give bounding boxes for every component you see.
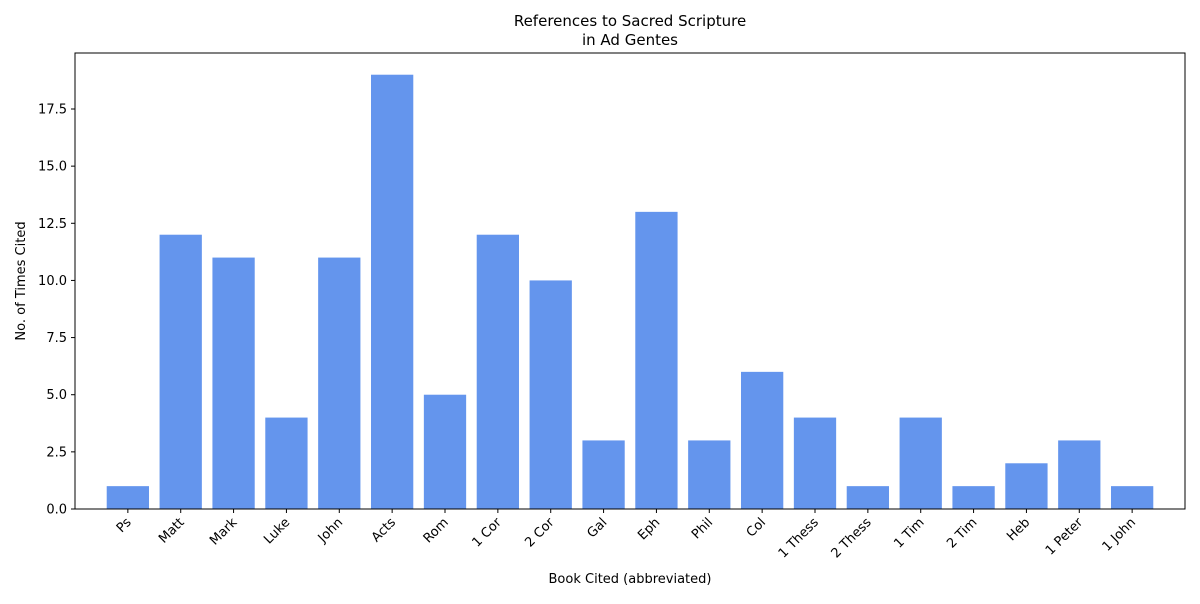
bar-gal	[582, 440, 625, 509]
x-tick-label: 2 Thess	[829, 515, 875, 561]
x-tick-label: 1 Tim	[891, 515, 927, 551]
bar-1-cor	[476, 234, 519, 509]
y-tick-label: 2.5	[46, 445, 67, 460]
y-tick-label: 12.5	[38, 217, 67, 232]
x-tick-label: 1 Cor	[469, 515, 505, 551]
bar-phil	[688, 440, 731, 509]
bar-acts	[371, 74, 414, 509]
chart-title-line2: in Ad Gentes	[582, 31, 678, 49]
y-axis-label: No. of Times Cited	[14, 221, 29, 340]
bar-heb	[1005, 463, 1048, 509]
x-tick-label: 2 Tim	[944, 515, 980, 551]
bar-rom	[423, 394, 467, 509]
x-tick-label: Phil	[689, 515, 716, 542]
x-tick-label: 1 Peter	[1043, 515, 1087, 559]
x-tick-label: Ps	[114, 515, 135, 536]
bar-ps	[106, 486, 149, 509]
x-tick-label: Heb	[1004, 515, 1033, 544]
bar-luke	[265, 417, 308, 509]
x-tick-label: Col	[744, 515, 769, 540]
y-tick-label: 10.0	[38, 274, 67, 289]
x-tick-label: Luke	[261, 515, 293, 547]
bar-1-tim	[899, 417, 942, 509]
plot-frame	[74, 52, 1186, 510]
y-tick-label: 7.5	[46, 331, 67, 346]
bar-matt	[159, 234, 202, 509]
bars-layer	[106, 74, 1154, 509]
bar-1-john	[1111, 486, 1154, 509]
bar-eph	[635, 211, 678, 509]
bar-2-cor	[529, 280, 572, 509]
x-tick-label: 1 John	[1100, 515, 1139, 554]
y-tick-label: 0.0	[46, 503, 67, 518]
x-tick-label: Mark	[207, 515, 241, 549]
x-tick-label: 1 Thess	[776, 515, 822, 561]
x-tick-label: Acts	[369, 515, 399, 545]
bar-col	[741, 371, 784, 509]
x-axis-ticks: Ps Matt Mark Luke John Acts Rom 1 Cor 2 Cor Gal Ep…	[114, 509, 1139, 561]
bar-1-peter	[1058, 440, 1101, 509]
x-tick-label: 2 Cor	[522, 515, 558, 551]
bar-mark	[212, 257, 255, 509]
y-axis-ticks: 0.0 2.5 5.0 7.5 10.0 12.5 15.0 17.5	[38, 103, 75, 518]
y-tick-label: 17.5	[38, 103, 67, 118]
chart-title-line1: References to Sacred Scripture	[514, 12, 746, 30]
bar-1-thess	[793, 417, 837, 509]
bar-2-tim	[952, 486, 995, 509]
bar-2-thess	[846, 486, 889, 509]
x-tick-label: Matt	[156, 515, 187, 546]
y-tick-label: 5.0	[46, 388, 67, 403]
y-tick-label: 15.0	[38, 160, 67, 175]
x-axis-label: Book Cited (abbreviated)	[549, 572, 712, 587]
x-tick-label: Gal	[584, 515, 610, 541]
bar-john	[318, 257, 361, 509]
x-tick-label: Rom	[421, 515, 452, 546]
x-tick-label: John	[315, 515, 346, 546]
x-tick-label: Eph	[635, 515, 663, 543]
